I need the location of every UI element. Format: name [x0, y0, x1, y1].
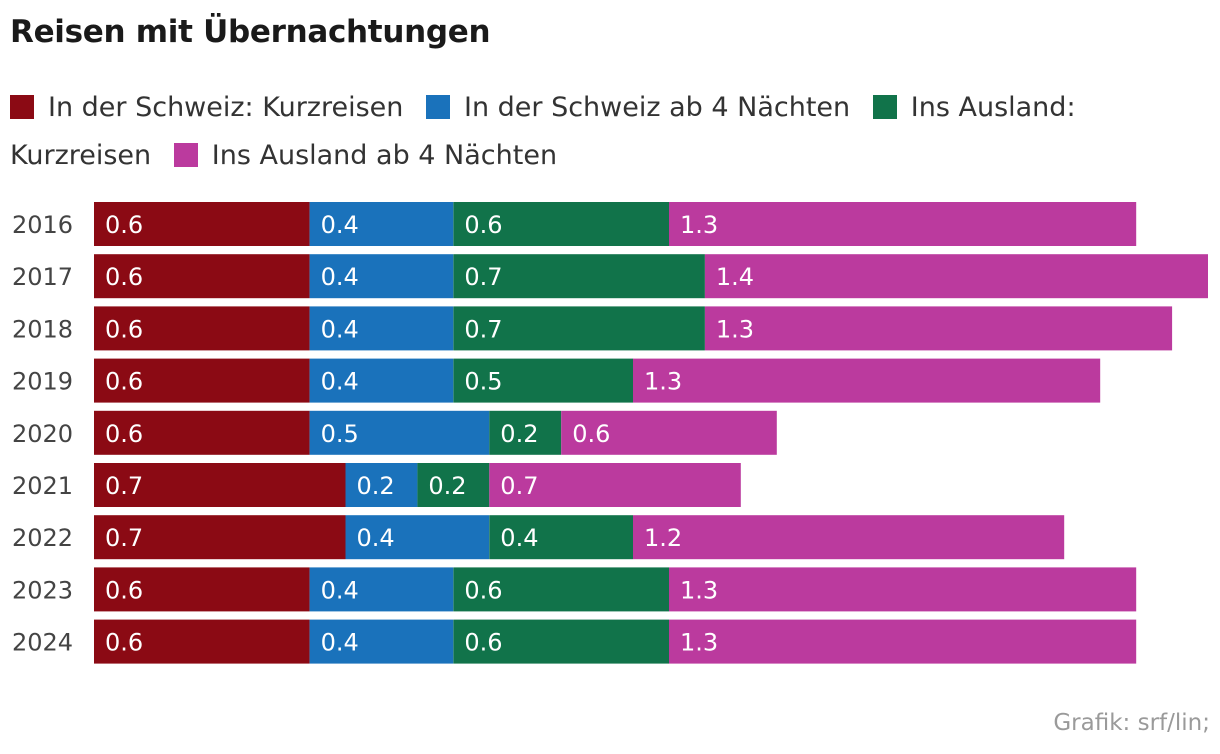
data-label: 0.6 [105, 263, 143, 291]
bar-segment [633, 358, 1101, 403]
legend-label-ch-short: In der Schweiz: Kurzreisen [48, 92, 404, 123]
data-label: 1.2 [644, 524, 682, 552]
year-label: 2020 [12, 420, 73, 448]
bar-segment [309, 254, 454, 299]
bar-segment [669, 619, 1137, 664]
data-label: 1.4 [716, 263, 754, 291]
data-label: 0.5 [464, 368, 502, 396]
data-label: 1.3 [716, 315, 754, 343]
legend-swatch-abroad-short [872, 95, 897, 119]
bar-segment [453, 254, 705, 299]
legend-label-abroad-short: Ins Ausland: Kurzreisen [10, 92, 1076, 171]
bar-segment [489, 463, 741, 507]
bar-segment [94, 567, 310, 612]
data-label: 0.6 [105, 420, 143, 448]
year-label: 2024 [12, 629, 73, 657]
data-label: 0.2 [357, 472, 395, 500]
legend-label-abroad-long: Ins Ausland ab 4 Nächten [211, 140, 558, 171]
year-label: 2018 [12, 315, 73, 343]
bar-segment [94, 410, 310, 455]
year-label: 2017 [12, 263, 73, 291]
data-label: 0.6 [105, 629, 143, 657]
data-label: 1.3 [680, 211, 718, 239]
bar-segment [94, 515, 346, 560]
bar-segment [94, 254, 310, 299]
data-label: 0.6 [572, 420, 610, 448]
chart-title: Reisen mit Übernachtungen [10, 14, 491, 50]
legend-label-ch-long: In der Schweiz ab 4 Nächten [463, 92, 851, 123]
bar-segment [633, 515, 1065, 560]
data-label: 0.5 [321, 420, 359, 448]
data-label: 0.4 [357, 524, 395, 552]
data-label: 0.7 [500, 472, 538, 500]
bar-segment [94, 358, 310, 403]
data-label: 0.4 [321, 211, 359, 239]
data-label: 0.4 [321, 368, 359, 396]
year-label: 2019 [12, 368, 73, 396]
bar-segment [94, 202, 310, 246]
data-label: 0.6 [105, 211, 143, 239]
bar-segment [669, 202, 1137, 246]
year-label: 2022 [12, 524, 73, 552]
bar-segment [309, 619, 454, 664]
bar-segment [94, 463, 346, 507]
source-note: Grafik: srf/lin; [1053, 710, 1210, 736]
data-label: 1.3 [680, 576, 718, 604]
legend: In der Schweiz: Kurzreisen In der Schwei… [10, 84, 1140, 180]
bar-segment [453, 567, 669, 612]
year-label: 2021 [12, 472, 73, 500]
bar-segment [704, 254, 1208, 299]
data-label: 0.7 [105, 472, 143, 500]
bar-segment [309, 358, 454, 403]
data-label: 0.4 [321, 315, 359, 343]
data-label: 0.7 [464, 263, 502, 291]
data-label: 0.6 [105, 315, 143, 343]
bar-segment [669, 567, 1137, 612]
bar-segment [453, 202, 669, 246]
data-label: 0.4 [321, 629, 359, 657]
data-label: 0.6 [105, 368, 143, 396]
bar-segment [94, 306, 310, 351]
bar-segment [345, 463, 418, 507]
bar-segment [345, 515, 490, 560]
data-label: 0.2 [500, 420, 538, 448]
legend-item-abroad-short: Ins Ausland: Kurzreisen [10, 92, 1076, 171]
data-label: 0.4 [321, 576, 359, 604]
bar-segment [489, 410, 562, 455]
bar-segment [309, 567, 454, 612]
bar-segment [309, 410, 490, 455]
legend-swatch-ch-long [425, 95, 450, 119]
data-label: 0.2 [428, 472, 466, 500]
data-label: 0.4 [500, 524, 538, 552]
legend-swatch-ch-short [10, 95, 34, 119]
data-label: 0.6 [105, 576, 143, 604]
legend-swatch-abroad-long [173, 143, 198, 167]
data-label: 1.3 [644, 368, 682, 396]
data-label: 0.6 [464, 211, 502, 239]
legend-item-ch-long: In der Schweiz ab 4 Nächten [425, 92, 851, 123]
bar-segment [94, 619, 310, 664]
data-label: 0.6 [464, 629, 502, 657]
data-label: 0.7 [464, 315, 502, 343]
bar-segment [489, 515, 633, 560]
bar-segment [309, 202, 454, 246]
year-label: 2023 [12, 576, 73, 604]
bar-segment [309, 306, 454, 351]
data-label: 0.6 [464, 576, 502, 604]
data-label: 0.7 [105, 524, 143, 552]
legend-item-ch-short: In der Schweiz: Kurzreisen [10, 92, 403, 123]
data-label: 1.3 [680, 629, 718, 657]
bar-segment [453, 306, 705, 351]
legend-item-abroad-long: Ins Ausland ab 4 Nächten [173, 140, 558, 171]
data-label: 0.4 [321, 263, 359, 291]
bar-segment [453, 358, 634, 403]
bar-segment [417, 463, 490, 507]
year-label: 2016 [12, 211, 73, 239]
bar-segment [453, 619, 669, 664]
bar-segment [704, 306, 1173, 351]
bar-segment [561, 410, 777, 455]
